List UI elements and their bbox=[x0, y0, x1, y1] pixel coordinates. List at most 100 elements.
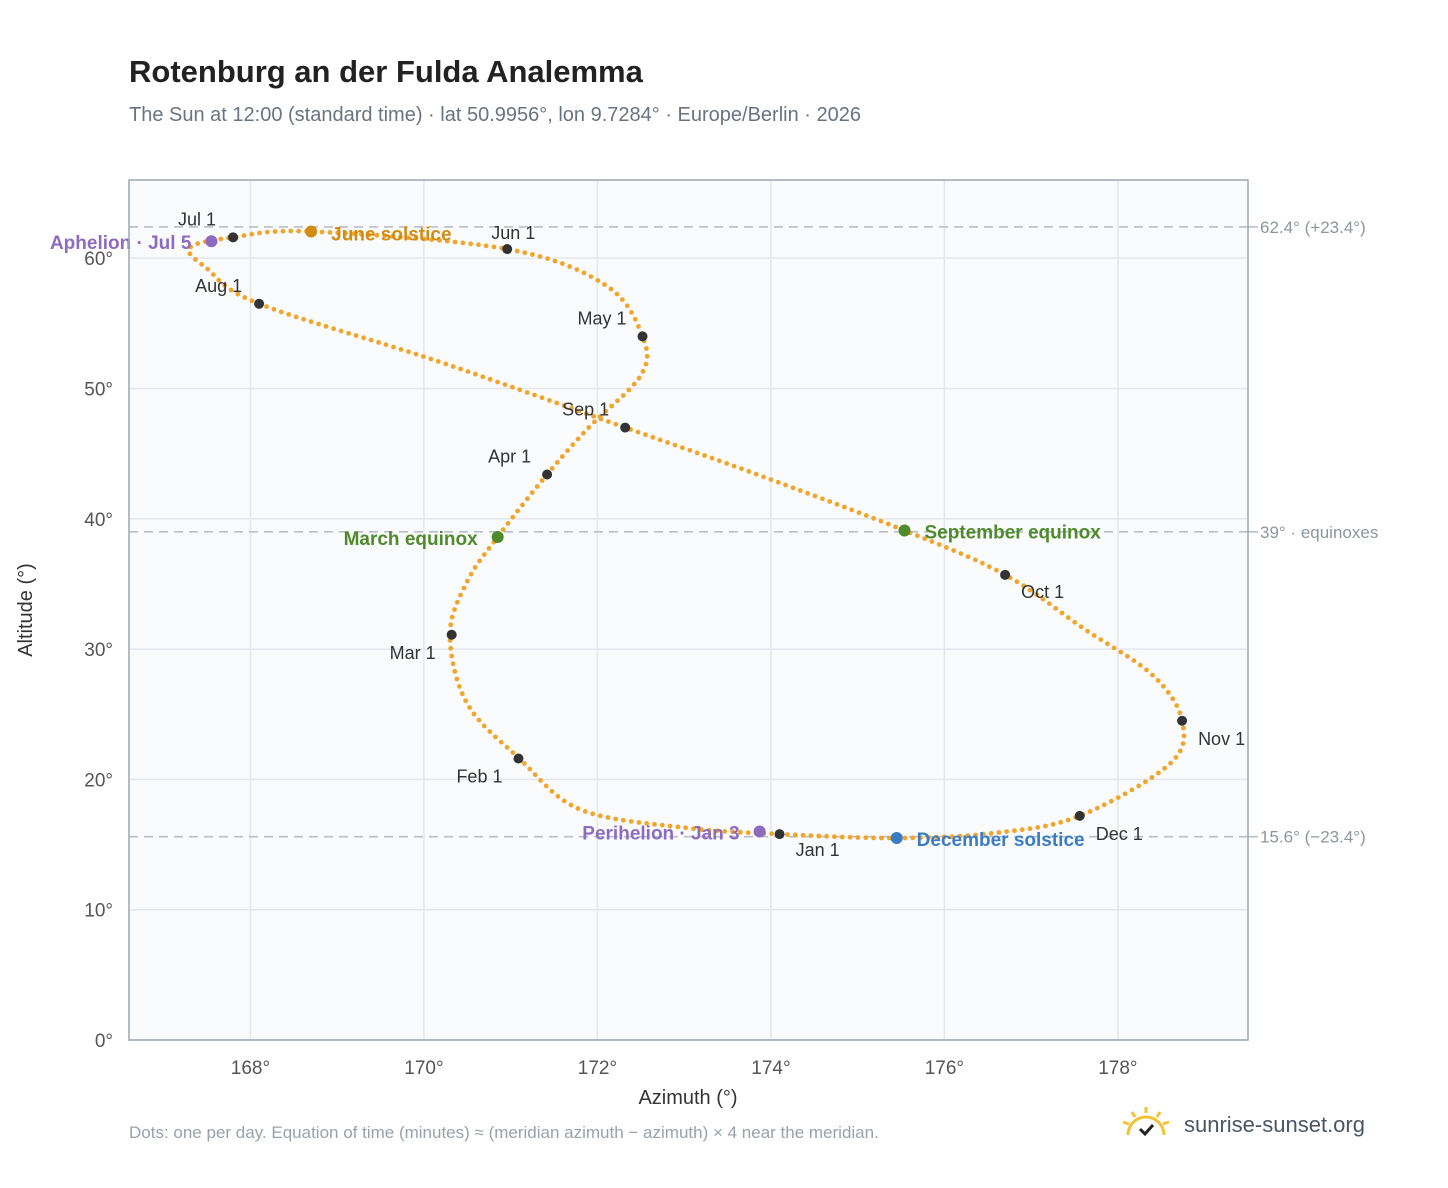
daily-sun-dot bbox=[949, 834, 955, 839]
daily-sun-dot bbox=[241, 233, 247, 239]
y-tick-label: 30° bbox=[84, 640, 113, 661]
daily-sun-dot bbox=[421, 354, 426, 359]
daily-sun-dot bbox=[839, 834, 845, 840]
month-label: Sep 1 bbox=[562, 400, 609, 420]
daily-sun-dot bbox=[863, 513, 869, 518]
month-label: Oct 1 bbox=[1021, 582, 1064, 602]
daily-sun-dot bbox=[301, 316, 306, 322]
daily-sun-dot bbox=[1122, 791, 1128, 797]
x-tick-label: 172° bbox=[578, 1058, 617, 1079]
daily-sun-dot bbox=[543, 783, 549, 789]
reference-line-label: 62.4° (+23.4°) bbox=[1260, 218, 1366, 237]
brand[interactable]: sunrise-sunset.org bbox=[1120, 1100, 1365, 1150]
daily-sun-dot bbox=[510, 384, 515, 390]
daily-sun-dot bbox=[659, 822, 665, 828]
daily-sun-dot bbox=[1136, 783, 1142, 789]
daily-sun-dot bbox=[595, 278, 601, 283]
daily-sun-dot bbox=[458, 592, 463, 598]
daily-sun-dot bbox=[1047, 601, 1052, 607]
daily-sun-dot bbox=[603, 408, 609, 414]
daily-sun-dot bbox=[879, 835, 884, 841]
month-markers: Jan 1 Feb 1 Mar 1 Apr 1 May 1 Jun 1 Jul 1 Aug 1… bbox=[178, 209, 1245, 860]
daily-sun-dot bbox=[271, 306, 277, 312]
daily-sun-dot bbox=[958, 551, 964, 556]
month-marker-may-1 bbox=[637, 331, 648, 342]
daily-sun-dot bbox=[398, 234, 403, 240]
y-tick-label: 20° bbox=[84, 770, 113, 791]
daily-sun-dot bbox=[476, 242, 481, 248]
daily-sun-dot bbox=[761, 474, 766, 480]
daily-sun-dot bbox=[257, 230, 262, 236]
daily-sun-dot bbox=[405, 235, 411, 241]
daily-sun-dot bbox=[621, 817, 626, 823]
daily-sun-dot bbox=[1108, 798, 1114, 804]
daily-sun-dot bbox=[863, 835, 869, 841]
daily-sun-dot bbox=[769, 831, 775, 837]
daily-sun-dot bbox=[1027, 826, 1033, 832]
daily-sun-dot bbox=[538, 778, 543, 783]
analemma-path bbox=[187, 228, 1187, 841]
daily-sun-dot bbox=[644, 821, 650, 826]
daily-sun-dot bbox=[222, 283, 228, 288]
daily-sun-dot bbox=[706, 827, 712, 833]
daily-sun-dot bbox=[1101, 802, 1107, 808]
daily-sun-dot bbox=[205, 266, 211, 272]
daily-sun-dot bbox=[458, 366, 463, 372]
daily-sun-dot bbox=[1156, 770, 1161, 776]
daily-sun-dot bbox=[1170, 696, 1176, 702]
daily-sun-dot bbox=[972, 557, 978, 563]
daily-sun-dot bbox=[636, 324, 641, 329]
daily-sun-dot bbox=[816, 833, 822, 839]
daily-sun-dot bbox=[1053, 606, 1059, 611]
daily-sun-dot bbox=[465, 578, 470, 584]
daily-sun-dot bbox=[532, 392, 537, 398]
daily-sun-dot bbox=[1085, 628, 1090, 634]
daily-sun-dot bbox=[667, 823, 673, 829]
x-tick-label: 178° bbox=[1098, 1058, 1137, 1079]
daily-sun-dot bbox=[454, 599, 460, 605]
daily-sun-dot bbox=[588, 274, 594, 279]
month-label: Dec 1 bbox=[1096, 824, 1143, 844]
daily-sun-dot bbox=[675, 824, 681, 830]
daily-sun-dot bbox=[702, 453, 707, 458]
daily-sun-dot bbox=[498, 739, 504, 745]
daily-sun-dot bbox=[1059, 610, 1065, 616]
daily-sun-dot bbox=[437, 238, 442, 243]
daily-sun-dot bbox=[1091, 633, 1097, 638]
daily-sun-dot bbox=[452, 669, 458, 674]
daily-sun-dot bbox=[738, 829, 743, 835]
daily-sun-dot bbox=[487, 376, 493, 382]
daily-sun-dot bbox=[592, 419, 597, 425]
daily-sun-dot bbox=[449, 653, 455, 659]
daily-sun-dot bbox=[753, 471, 759, 477]
daily-sun-dot bbox=[1177, 748, 1183, 754]
daily-sun-dot bbox=[1094, 805, 1100, 811]
daily-sun-dot bbox=[1078, 624, 1084, 630]
event-marker-perihelion-jan-3 bbox=[753, 825, 766, 838]
daily-sun-dot bbox=[187, 251, 193, 257]
daily-sun-dot bbox=[491, 244, 497, 250]
daily-sun-dot bbox=[934, 834, 939, 840]
daily-sun-dot bbox=[527, 766, 533, 772]
daily-sun-dot bbox=[368, 337, 374, 343]
daily-sun-dot bbox=[871, 515, 876, 521]
daily-sun-dot bbox=[495, 379, 500, 385]
daily-sun-dot bbox=[554, 400, 560, 406]
daily-sun-dot bbox=[480, 374, 486, 380]
event-marker-december-solstice bbox=[890, 832, 903, 845]
daily-sun-dot bbox=[987, 564, 992, 570]
daily-sun-dot bbox=[918, 835, 924, 841]
daily-sun-dot bbox=[644, 346, 649, 351]
daily-sun-dot bbox=[452, 239, 458, 245]
daily-sun-dot bbox=[561, 403, 567, 409]
daily-sun-dot bbox=[555, 793, 561, 799]
month-label: Apr 1 bbox=[488, 446, 531, 466]
daily-sun-dot bbox=[1012, 828, 1017, 834]
month-marker-mar-1 bbox=[446, 629, 457, 640]
daily-sun-dot bbox=[775, 479, 781, 485]
month-marker-apr-1 bbox=[542, 469, 553, 480]
daily-sun-dot bbox=[216, 277, 222, 283]
x-axis-label: Azimuth (°) bbox=[638, 1087, 737, 1109]
daily-sun-dot bbox=[797, 488, 803, 493]
